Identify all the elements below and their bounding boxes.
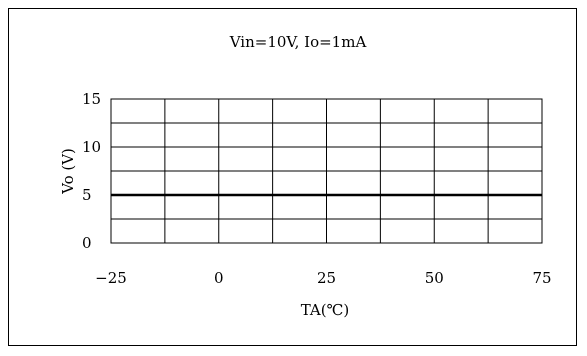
y-tick-label: 15 — [82, 90, 101, 108]
x-tick-label: −25 — [95, 269, 127, 287]
y-axis-label: Vo (V) — [59, 148, 77, 195]
y-tick-label: 5 — [82, 186, 92, 204]
x-tick-label: 50 — [425, 269, 444, 287]
y-tick-label: 10 — [82, 138, 101, 156]
y-tick-labels: 0 5 10 15 — [82, 90, 101, 252]
x-tick-label: 25 — [317, 269, 336, 287]
chart-frame — [8, 8, 577, 346]
chart-title: Vin=10V, Io=1mA — [229, 33, 367, 51]
x-tick-labels: −25 0 25 50 75 — [95, 269, 551, 287]
x-axis-label: TA(℃) — [301, 301, 350, 319]
chart-grid — [111, 99, 542, 243]
y-tick-label: 0 — [82, 234, 92, 252]
plot-area-border — [110, 98, 543, 244]
x-tick-label: 75 — [532, 269, 551, 287]
x-tick-label: 0 — [214, 269, 224, 287]
